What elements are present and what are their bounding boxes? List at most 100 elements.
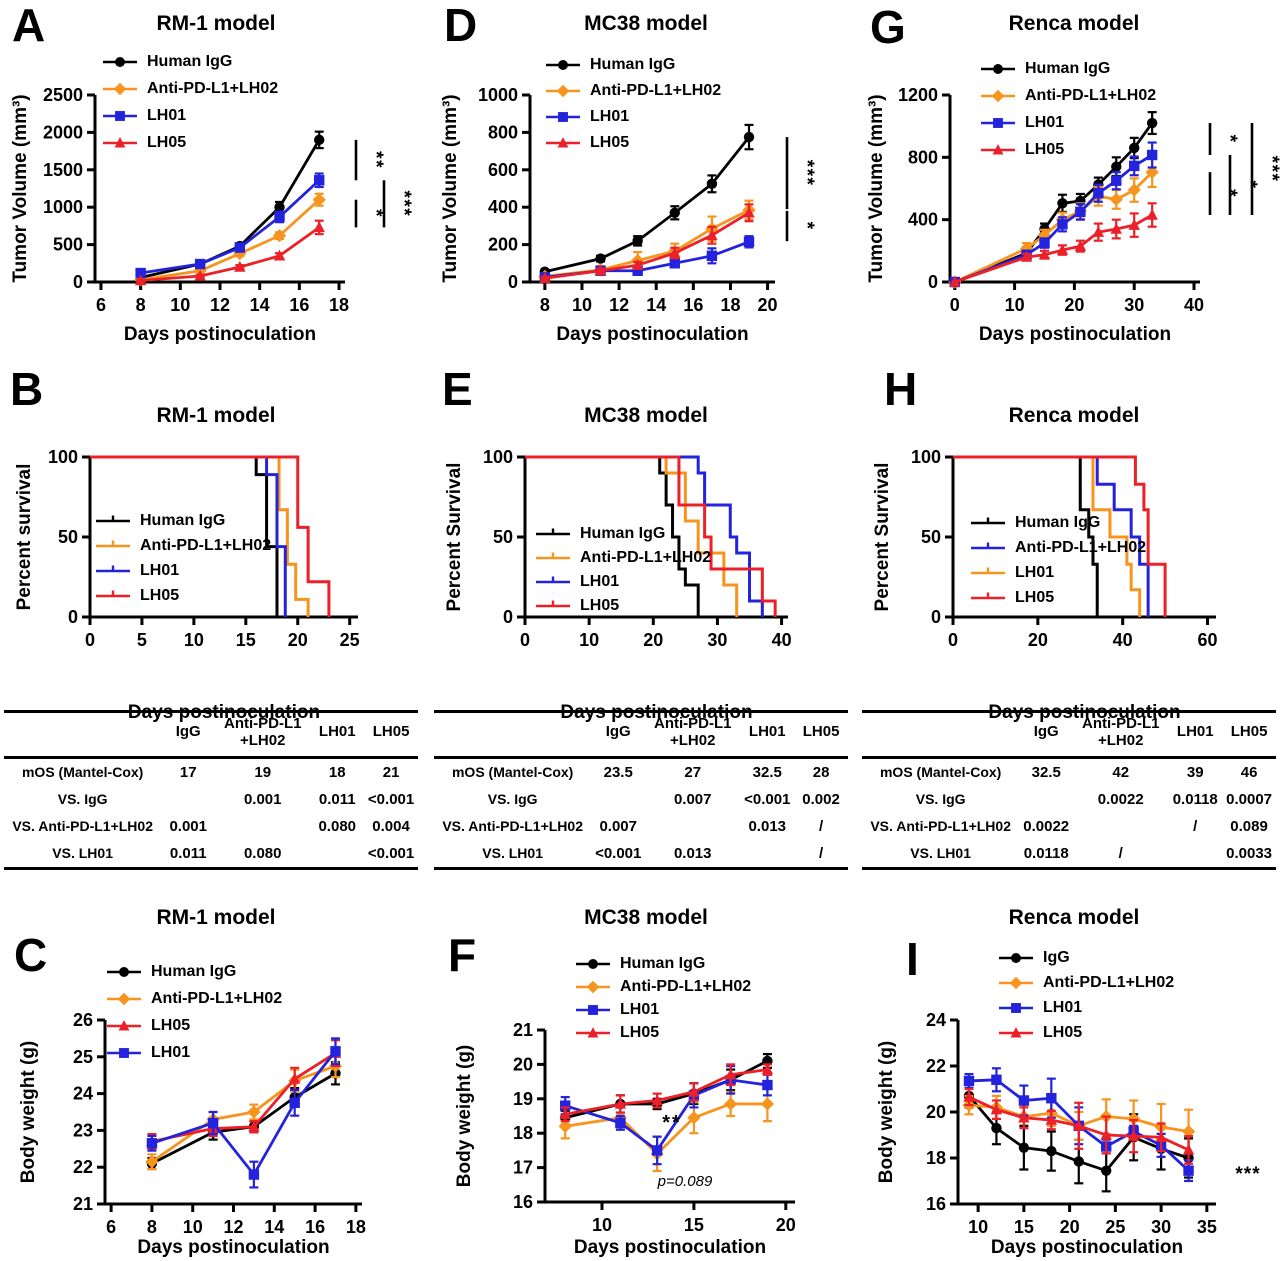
y-axis-label: Percent Survival	[872, 463, 893, 612]
significance-stars: ***	[1261, 156, 1280, 183]
y-tick-label: 19	[513, 1089, 533, 1109]
panel-C-letter: C	[14, 929, 48, 981]
y-tick-label: 25	[73, 1047, 93, 1067]
triangle-marker	[313, 221, 325, 233]
table-cell: 0.001	[169, 817, 207, 835]
table-cell: /	[1118, 844, 1123, 862]
diamond-marker	[724, 1097, 738, 1111]
table-column-header: Anti-PD-L1 +LH02	[1073, 711, 1169, 759]
x-tick-label: 30	[1124, 295, 1144, 315]
table-cell: 18	[328, 763, 346, 781]
significance-stars: *	[1219, 135, 1240, 144]
panel-F-letter: F	[448, 929, 477, 981]
panel-C: C RM-1 model 6 8 10 12 14 16 18 21 22 23 24 25 26 Day…	[0, 880, 430, 1261]
x-tick-label: 14	[250, 295, 270, 315]
table-cell: 39	[1186, 763, 1204, 781]
table-cell: 17	[179, 763, 197, 781]
table-row-label: VS. Anti-PD-L1+LH02	[12, 818, 153, 835]
legend-item: Human IgG	[535, 522, 711, 546]
legend-item: LH05	[95, 583, 271, 608]
legend-item: Anti-PD-L1+LH02	[102, 75, 278, 102]
legend-item: LH05	[102, 129, 278, 156]
survival-curve-LH01	[953, 455, 1142, 617]
panel-B-table: IgG Anti-PD-L1 +LH02 LH01 LH05 mOS (Mantel-C…	[4, 710, 418, 870]
y-tick-label: 50	[58, 527, 78, 547]
survival-curve-Human IgG	[525, 455, 700, 617]
legend-I: IgG Anti-PD-L1+LH02 LH01 LH05	[998, 945, 1174, 1045]
x-tick-label: 20	[758, 295, 778, 315]
circle-marker	[669, 207, 680, 219]
legend-marker-square	[546, 112, 580, 122]
table-column-header: IgG	[591, 711, 646, 759]
triangle-marker	[1045, 1113, 1058, 1125]
table-cell: 42	[1112, 763, 1130, 781]
y-tick-label: 1000	[43, 197, 83, 217]
legend-label: LH01	[151, 1043, 191, 1061]
series-line-Anti-PD-L1+LH02	[151, 1064, 336, 1163]
table-cell: 27	[684, 763, 702, 781]
survival-curve-LH05	[525, 455, 777, 617]
diamond-marker	[113, 82, 127, 95]
y-axis-label: Tumor Volume (mm³)	[10, 94, 31, 282]
legend-label: Human IgG	[620, 954, 706, 972]
square-marker	[1183, 1165, 1194, 1176]
x-tick-label: 30	[707, 630, 727, 650]
table-cell: 21	[382, 763, 400, 781]
table-cell: 0.080	[318, 817, 357, 835]
table-cell: 32.5	[1031, 763, 1061, 781]
legend-item: Anti-PD-L1+LH02	[998, 970, 1174, 995]
legend-label: LH05	[147, 133, 187, 151]
legend-label: Anti-PD-L1+LH02	[1043, 973, 1175, 991]
square-marker	[993, 117, 1003, 128]
x-tick-label: 10	[183, 1217, 203, 1237]
circle-marker	[274, 202, 285, 213]
legend-label: Human IgG	[1025, 59, 1111, 77]
legend-D: Human IgG Anti-PD-L1+LH02 LH01 LH05	[545, 52, 721, 156]
y-axis-label: Body weight (g)	[454, 1045, 475, 1187]
y-tick-label: 0	[503, 607, 513, 627]
y-tick-label: 1500	[43, 160, 83, 180]
table-cell: 46	[1240, 763, 1258, 781]
triangle-marker	[1073, 1119, 1085, 1131]
table-cell: 0.089	[1230, 817, 1268, 835]
x-axis-label: Days postinoculation	[574, 1237, 766, 1258]
y-axis-label: Body weight (g)	[18, 1041, 39, 1183]
triangle-marker	[1018, 1111, 1030, 1123]
legend-item: LH01	[575, 998, 751, 1021]
table-column-header: LH05	[364, 711, 418, 759]
square-marker	[330, 1046, 341, 1057]
table-cell: /	[1193, 817, 1198, 835]
table-cell: 0.002	[802, 790, 840, 808]
table-cell: 19	[254, 763, 272, 781]
triangle-marker	[706, 229, 718, 240]
panel-F-title: MC38 model	[584, 906, 708, 929]
legend-marker-diamond	[981, 89, 1015, 102]
triangle-marker	[134, 274, 147, 286]
legend-marker-triangle	[576, 1026, 610, 1037]
triangle-marker	[761, 1063, 774, 1075]
table-row-label: mOS (Mantel-Cox)	[879, 764, 1002, 781]
square-marker	[1075, 206, 1086, 218]
y-tick-label: 100	[48, 447, 78, 467]
legend-item: LH01	[980, 109, 1156, 136]
diamond-marker	[760, 1097, 775, 1111]
x-tick-label: 10	[579, 630, 599, 650]
y-tick-label: 50	[493, 527, 513, 547]
legend-marker-diamond	[103, 82, 137, 95]
square-marker	[135, 267, 146, 279]
diamond-marker	[1127, 1112, 1141, 1126]
table-cell: 0.001	[243, 790, 282, 808]
legend-G: Human IgG Anti-PD-L1+LH02 LH01 LH05	[980, 55, 1156, 163]
series-line-Human IgG	[544, 136, 751, 274]
y-tick-label: 22	[73, 1157, 93, 1177]
panel-E-title: MC38 model	[584, 404, 708, 427]
legend-marker-line	[96, 565, 130, 572]
x-tick-label: 20	[1064, 295, 1084, 315]
legend-item: Human IgG	[95, 508, 271, 533]
diamond-marker	[558, 1119, 572, 1133]
legend-item: Human IgG	[575, 952, 751, 975]
x-tick-label: 12	[609, 295, 629, 315]
legend-marker-line	[96, 515, 130, 522]
square-marker	[651, 1145, 663, 1156]
